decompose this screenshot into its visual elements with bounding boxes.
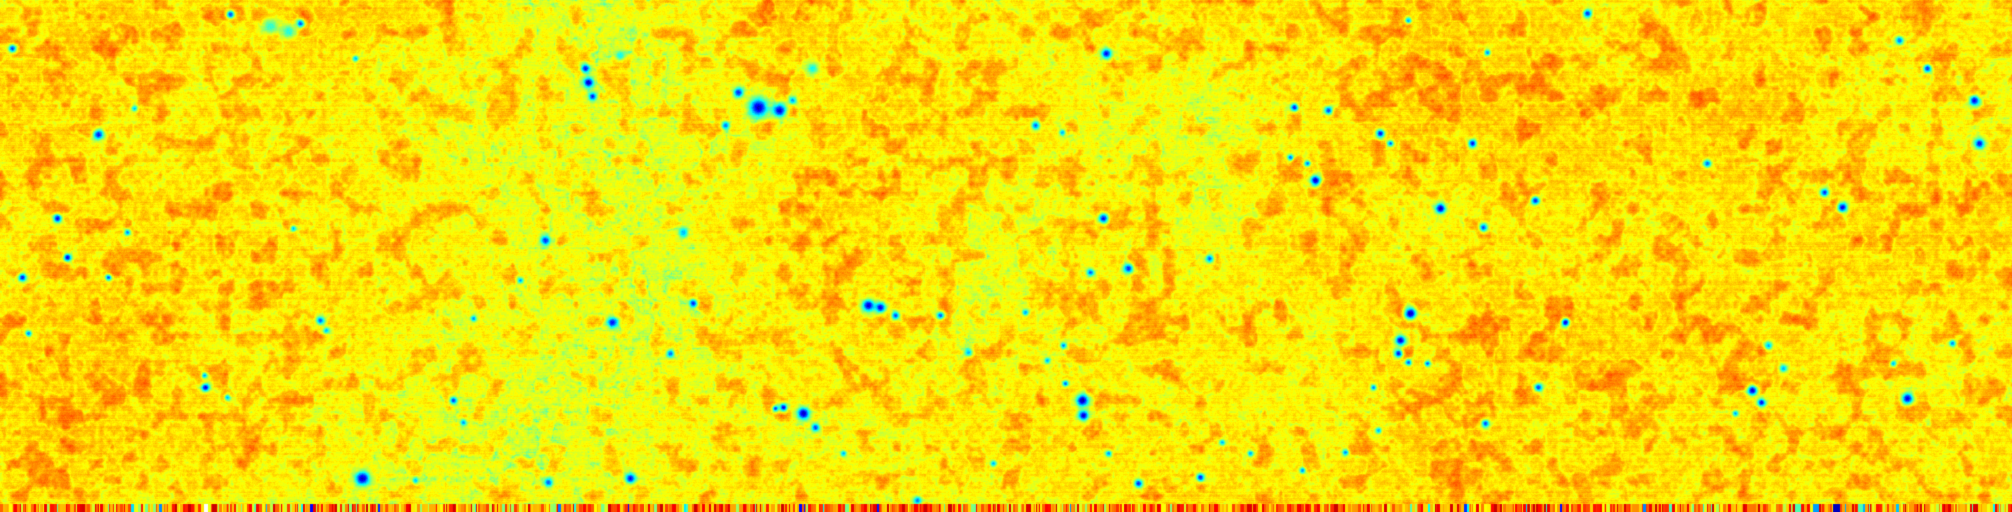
screenshot-root [0,0,2012,512]
heatmap-canvas [0,0,2012,512]
false-color-heatmap-figure [0,0,2012,512]
